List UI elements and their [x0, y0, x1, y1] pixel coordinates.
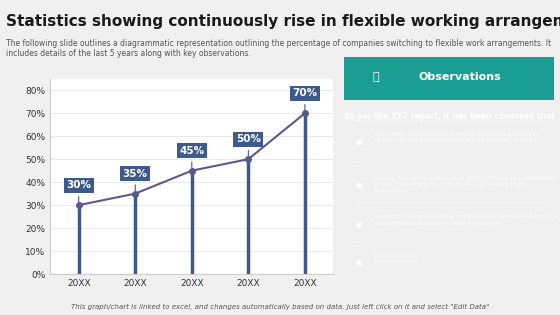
FancyBboxPatch shape	[344, 57, 554, 100]
Text: Observations: Observations	[418, 72, 501, 82]
Text: 35%: 35%	[123, 169, 148, 179]
Text: 🔍: 🔍	[372, 72, 379, 82]
Text: Statistics showing continuously rise in flexible working arrangement: Statistics showing continuously rise in …	[6, 14, 560, 29]
Text: Only 30% of corporations in the USA were providing remote working options to the: Only 30% of corporations in the USA were…	[374, 132, 538, 143]
Text: 50%: 50%	[236, 134, 261, 144]
Text: This graph/chart is linked to excel, and changes automatically based on data. Ju: This graph/chart is linked to excel, and…	[71, 304, 489, 310]
Text: 30%: 30%	[66, 180, 91, 190]
Text: During the covid outbreak in 2020, 45% of the companies in the USA offered hybri: During the covid outbreak in 2020, 45% o…	[374, 175, 557, 193]
Text: The following slide outlines a diagrammatic representation outlining the percent: The following slide outlines a diagramma…	[6, 39, 550, 59]
Text: Add text here
Add text here: Add text here Add text here	[374, 253, 417, 264]
Text: 45%: 45%	[179, 146, 204, 156]
Text: 70%: 70%	[292, 88, 318, 98]
Text: As per the XYZ report, it has been observed that: As per the XYZ report, it has been obser…	[344, 112, 555, 122]
Text: In 2023, 70% of the firms in the USA offering flexible work arrangement options : In 2023, 70% of the firms in the USA off…	[374, 214, 557, 226]
